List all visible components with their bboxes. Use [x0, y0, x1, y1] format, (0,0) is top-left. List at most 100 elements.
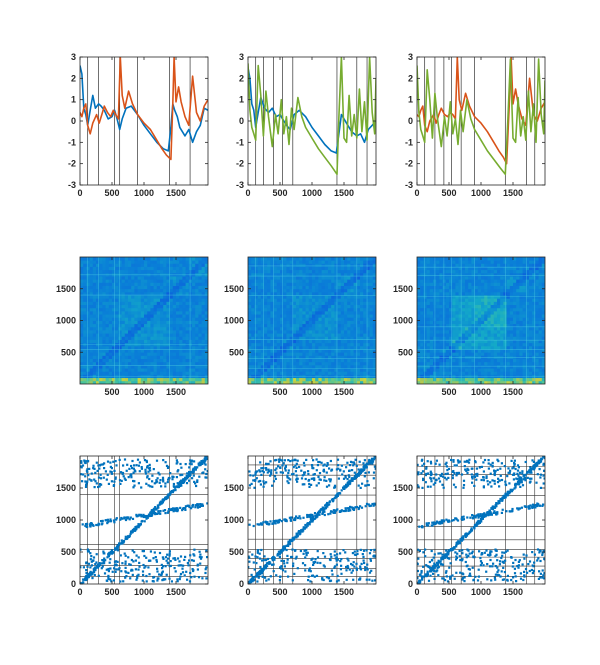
- heatmap-cell: [487, 314, 491, 318]
- heatmap-cell: [436, 266, 440, 271]
- heatmap-cell: [201, 352, 206, 356]
- heatmap-cell: [118, 279, 122, 283]
- heatmap-cell: [267, 349, 271, 353]
- heatmap-cell: [195, 371, 199, 375]
- heatmap-cell: [500, 266, 504, 271]
- heatmap-cell: [312, 269, 316, 274]
- heatmap-cell: [318, 298, 322, 302]
- heatmap-cell: [273, 336, 278, 340]
- heatmap-cell: [513, 295, 517, 299]
- heatmap-cell: [506, 266, 511, 271]
- y-tick-label: 0: [239, 116, 244, 126]
- heatmap-cell: [471, 323, 475, 328]
- heatmap-cell: [541, 317, 545, 321]
- heatmap-cell: [519, 304, 523, 309]
- heatmap-cell: [455, 320, 459, 325]
- heatmap-cell: [273, 349, 278, 353]
- heatmap-cell: [131, 349, 135, 353]
- heatmap-cell: [337, 314, 342, 318]
- heatmap-cell: [176, 326, 180, 331]
- heatmap-cell: [350, 364, 354, 369]
- heatmap-cell: [172, 352, 177, 356]
- heatmap-cell: [96, 282, 100, 286]
- heatmap-cell: [420, 285, 424, 290]
- heatmap-cell: [251, 361, 255, 366]
- heatmap-cell: [315, 345, 319, 350]
- heatmap-cell: [481, 339, 485, 344]
- heatmap-cell: [445, 257, 450, 261]
- heatmap-cell: [140, 380, 145, 384]
- heatmap-cell: [150, 317, 154, 321]
- heatmap-cell: [366, 352, 370, 356]
- heatmap-cell: [176, 257, 180, 261]
- heatmap-cell: [260, 282, 265, 286]
- heatmap-cell: [188, 345, 193, 350]
- heatmap-cell: [140, 377, 145, 382]
- heatmap-cell: [497, 266, 501, 271]
- heatmap-cell: [201, 291, 206, 296]
- heatmap-cell: [331, 371, 335, 375]
- heatmap-cell: [308, 349, 313, 353]
- heatmap-cell: [360, 333, 364, 337]
- heatmap-cell: [538, 310, 543, 315]
- heatmap-cell: [124, 295, 129, 299]
- heatmap-cell: [144, 307, 148, 312]
- heatmap-cell: [442, 368, 447, 372]
- heatmap-cell: [439, 339, 443, 344]
- heatmap-cell: [525, 320, 530, 325]
- heatmap-cell: [92, 326, 97, 331]
- heatmap-cell: [509, 291, 514, 296]
- heatmap-cell: [344, 291, 348, 296]
- heatmap-cell: [538, 349, 543, 353]
- heatmap-cell: [195, 364, 199, 369]
- heatmap-cell: [334, 298, 338, 302]
- heatmap-cell: [179, 260, 183, 264]
- heatmap-cell: [140, 298, 145, 302]
- heatmap-cell: [532, 285, 536, 290]
- heatmap-cell: [465, 272, 469, 277]
- heatmap-cell: [270, 269, 274, 274]
- heatmap-cell: [363, 272, 367, 277]
- heatmap-cell: [305, 342, 310, 347]
- heatmap-cell: [254, 310, 258, 315]
- heatmap-cell: [321, 279, 326, 283]
- heatmap-cell: [474, 377, 479, 382]
- heatmap-cell: [80, 323, 84, 328]
- heatmap-cell: [426, 358, 431, 363]
- heatmap-cell: [195, 304, 199, 309]
- heatmap-cell: [264, 361, 268, 366]
- heatmap-cell: [497, 301, 501, 306]
- heatmap-cell: [369, 279, 374, 283]
- heatmap-cell: [296, 371, 300, 375]
- heatmap-cell: [169, 276, 174, 280]
- heatmap-cell: [449, 377, 453, 382]
- heatmap-cell: [449, 358, 453, 363]
- heatmap-cell: [198, 330, 202, 334]
- heatmap-cell: [452, 336, 456, 340]
- heatmap-cell: [176, 323, 180, 328]
- heatmap-cell: [96, 330, 100, 334]
- heatmap-cell: [337, 310, 342, 315]
- heatmap-cell: [455, 380, 459, 384]
- heatmap-cell: [493, 317, 498, 321]
- heatmap-cell: [331, 314, 335, 318]
- heatmap-cell: [144, 317, 148, 321]
- heatmap-cell: [328, 269, 332, 274]
- heatmap-cell: [353, 330, 358, 334]
- heatmap-cell: [99, 330, 103, 334]
- heatmap-cell: [150, 285, 154, 290]
- heatmap-cell: [273, 358, 278, 363]
- heatmap-cell: [455, 269, 459, 274]
- heatmap-cell: [513, 310, 517, 315]
- heatmap-cell: [509, 310, 514, 315]
- heatmap-cell: [176, 320, 180, 325]
- heatmap-cell: [493, 279, 498, 283]
- heatmap-cell: [292, 323, 297, 328]
- heatmap-cell: [490, 301, 495, 306]
- heatmap-cell: [144, 298, 148, 302]
- heatmap-cell: [312, 314, 316, 318]
- heatmap-cell: [481, 314, 485, 318]
- heatmap-cell: [299, 304, 303, 309]
- heatmap-cell: [500, 326, 504, 331]
- heatmap-cell: [340, 272, 345, 277]
